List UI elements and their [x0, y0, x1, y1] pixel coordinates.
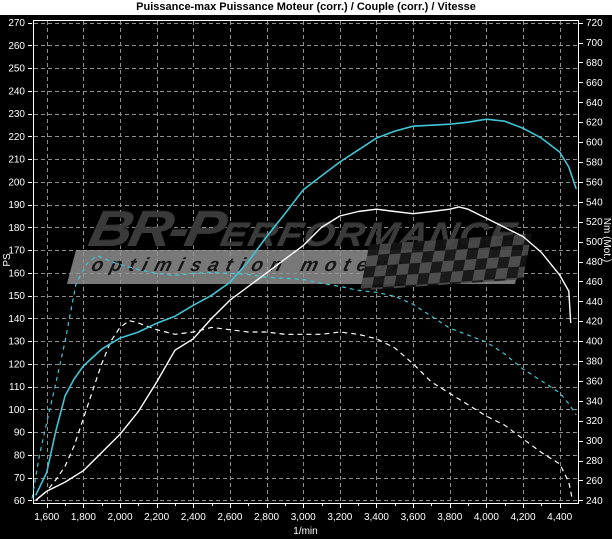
- svg-text:2,000: 2,000: [108, 512, 133, 523]
- svg-text:2,400: 2,400: [181, 512, 206, 523]
- svg-text:110: 110: [9, 382, 25, 393]
- axis-tick-labels: 60 70 80 90 100 110 120 130 140 150 160 170 180 190 20…: [8, 18, 603, 523]
- svg-text:560: 560: [586, 177, 603, 188]
- svg-text:3,800: 3,800: [437, 512, 462, 523]
- curve-torque-original: [31, 254, 577, 499]
- svg-text:360: 360: [586, 376, 603, 387]
- x-axis-title: 1/min: [293, 526, 317, 537]
- right-axis-title: Nm (Mot.): [601, 218, 612, 262]
- svg-text:600: 600: [586, 138, 603, 149]
- left-axis-title: PS: [2, 253, 13, 267]
- svg-text:2,200: 2,200: [144, 512, 169, 523]
- svg-text:4,200: 4,200: [511, 512, 536, 523]
- svg-text:4,400: 4,400: [547, 512, 572, 523]
- svg-text:260: 260: [586, 476, 603, 487]
- svg-text:340: 340: [586, 396, 603, 407]
- svg-text:3,200: 3,200: [327, 512, 352, 523]
- svg-text:3,400: 3,400: [364, 512, 389, 523]
- svg-text:250: 250: [8, 64, 25, 75]
- svg-text:70: 70: [14, 473, 26, 484]
- svg-text:150: 150: [8, 291, 25, 302]
- svg-text:160: 160: [8, 268, 25, 279]
- svg-text:540: 540: [586, 197, 603, 208]
- curve-torque-tuned: [34, 118, 577, 496]
- svg-text:190: 190: [8, 200, 25, 211]
- svg-text:240: 240: [8, 86, 25, 97]
- svg-text:380: 380: [586, 357, 603, 368]
- svg-text:500: 500: [586, 237, 603, 248]
- svg-text:230: 230: [8, 109, 25, 120]
- svg-text:480: 480: [586, 257, 603, 268]
- svg-text:80: 80: [14, 450, 26, 461]
- svg-text:120: 120: [8, 359, 25, 370]
- chart-title: Puissance-max Puissance Moteur (corr.) /…: [0, 0, 612, 15]
- svg-text:320: 320: [586, 416, 603, 427]
- svg-text:580: 580: [586, 157, 603, 168]
- curve-power-original: [35, 320, 574, 501]
- svg-text:400: 400: [586, 337, 603, 348]
- axis-titles: PS Nm (Mot.) 1/min: [2, 218, 612, 537]
- svg-text:240: 240: [586, 496, 603, 507]
- curve-power-tuned: [35, 206, 572, 501]
- svg-text:660: 660: [586, 78, 603, 89]
- svg-text:720: 720: [586, 18, 603, 29]
- svg-text:520: 520: [586, 217, 603, 228]
- svg-text:4,000: 4,000: [474, 512, 499, 523]
- plot-border: [33, 20, 579, 504]
- svg-text:1,600: 1,600: [34, 512, 59, 523]
- svg-text:220: 220: [8, 132, 25, 143]
- svg-text:280: 280: [586, 456, 603, 467]
- svg-text:180: 180: [8, 223, 25, 234]
- svg-text:270: 270: [8, 18, 25, 29]
- svg-text:90: 90: [14, 428, 26, 439]
- svg-text:170: 170: [8, 246, 25, 257]
- svg-text:60: 60: [14, 496, 26, 507]
- svg-text:130: 130: [8, 337, 25, 348]
- svg-text:680: 680: [586, 58, 603, 69]
- svg-text:200: 200: [8, 177, 25, 188]
- svg-text:2,600: 2,600: [217, 512, 242, 523]
- svg-text:460: 460: [586, 277, 603, 288]
- svg-text:2,800: 2,800: [254, 512, 279, 523]
- axis-ticks: [28, 23, 583, 508]
- svg-text:700: 700: [586, 38, 603, 49]
- svg-text:440: 440: [586, 297, 603, 308]
- svg-text:1,800: 1,800: [71, 512, 96, 523]
- svg-text:260: 260: [8, 41, 25, 52]
- svg-text:620: 620: [586, 118, 603, 129]
- svg-text:100: 100: [8, 405, 25, 416]
- svg-text:210: 210: [8, 155, 25, 166]
- svg-text:140: 140: [8, 314, 25, 325]
- svg-text:640: 640: [586, 98, 603, 109]
- svg-text:3,000: 3,000: [291, 512, 316, 523]
- svg-text:420: 420: [586, 317, 603, 328]
- svg-text:300: 300: [586, 436, 603, 447]
- svg-text:3,600: 3,600: [401, 512, 426, 523]
